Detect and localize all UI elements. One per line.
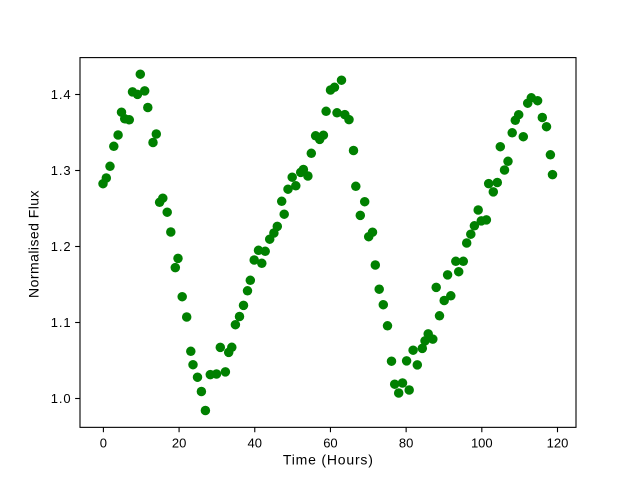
- svg-text:40: 40: [248, 436, 262, 451]
- svg-text:1.3: 1.3: [51, 163, 72, 178]
- svg-text:20: 20: [172, 436, 186, 451]
- svg-text:60: 60: [323, 436, 337, 451]
- svg-text:0: 0: [100, 436, 107, 451]
- svg-text:Normalised Flux: Normalised Flux: [26, 190, 42, 298]
- svg-text:80: 80: [399, 436, 413, 451]
- svg-text:1.1: 1.1: [51, 315, 72, 330]
- svg-text:100: 100: [471, 436, 493, 451]
- svg-text:Time (Hours): Time (Hours): [283, 452, 374, 468]
- svg-text:1.4: 1.4: [51, 87, 72, 102]
- svg-text:120: 120: [547, 436, 569, 451]
- svg-text:1.0: 1.0: [51, 391, 72, 406]
- svg-text:1.2: 1.2: [51, 239, 72, 254]
